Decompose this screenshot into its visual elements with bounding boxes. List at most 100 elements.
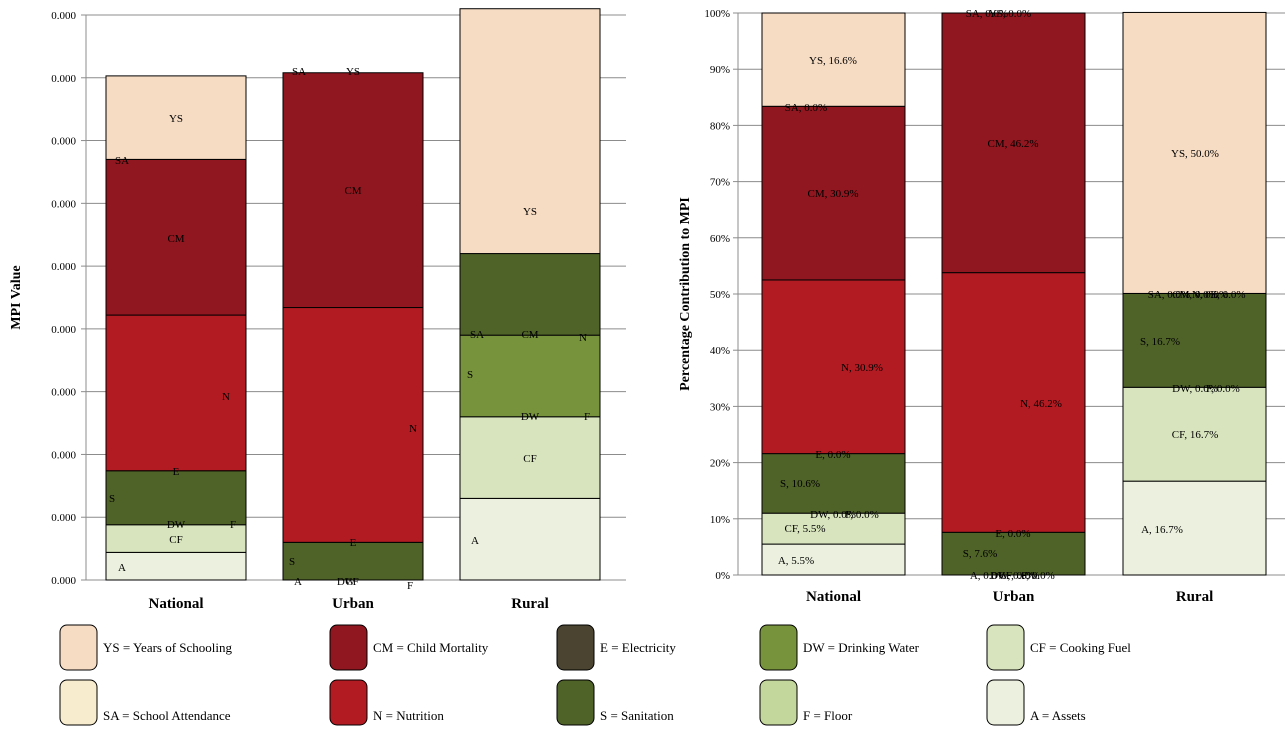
bar-segment-cf [1122,386,1267,482]
segment-label: CM [344,185,361,197]
legend-item-n: N = Nutrition [329,679,444,726]
segment-label: A, 0.0% [970,570,1006,582]
segment-label: CM, 0.0% [1172,289,1218,301]
segment-label: CF [523,453,536,465]
segment-label: DW [337,576,356,588]
segment-label: A [294,576,302,588]
segment-label: S [289,556,295,568]
legend-label: F = Floor [803,708,853,723]
category-label: Rural [511,596,549,612]
bar-stack-rural [459,8,601,581]
bar-segment-s [941,531,1086,576]
segment-label: A, 16.7% [1141,524,1183,536]
segment-label: E, 0.0% [995,528,1030,540]
bar-segment-cm [941,12,1086,274]
segment-label: F, 0.0% [845,509,879,521]
y-tick-label: 20% [710,458,730,470]
segment-label: SA, 0.0% [1148,289,1190,301]
bar-segment-cm [761,105,906,281]
y-tick-label: 60% [710,233,730,245]
y-tick-label: 70% [710,177,730,189]
y-tick-label: 10% [710,514,730,526]
bar-segment-cf [761,512,906,545]
legend-item-cf: CF = Cooking Fuel [986,624,1131,671]
segment-label: S [109,493,115,505]
bar-segment-n [282,307,424,543]
legend-swatch [759,679,798,726]
legend-label: SA = School Attendance [103,708,231,723]
y-tick-label: 50% [710,289,730,301]
legend-item-cm: CM = Child Mortality [329,624,489,671]
legend-swatch [329,679,368,726]
bar-segment-s [459,253,601,336]
bar-segment-a [459,497,601,581]
bar-segment-ys [459,8,601,255]
segment-label: N [222,391,230,403]
legend-label: CF = Cooking Fuel [1030,640,1131,655]
segment-label: CF, 16.7% [1172,429,1219,441]
segment-label: F [230,519,236,531]
segment-label: N, 30.9% [841,362,883,374]
y-tick-label: 0.000 [51,512,76,524]
segment-label: YS [346,66,360,78]
y-tick-label: 0% [715,570,730,582]
y-tick-label: 0.000 [51,10,76,22]
legend-item-dw: DW = Drinking Water [759,624,920,671]
segment-label: CF [345,576,358,588]
y-tick-label: 40% [710,345,730,357]
segment-label: F [584,411,590,423]
legend-swatch [59,624,98,671]
y-tick-label: 0.000 [51,73,76,85]
legend-swatch [556,679,595,726]
category-label: Urban [993,589,1035,605]
segment-label: DW [521,411,540,423]
legend-label: N = Nutrition [373,708,444,723]
segment-label: N [579,332,587,344]
segment-label: DW [167,519,186,531]
segment-label: CM [167,233,184,245]
segment-label: N, 46.2% [1020,398,1062,410]
segment-label: A [118,562,126,574]
legend-swatch [556,624,595,671]
bar-segment-n [761,279,906,455]
bar-segment-cf [459,416,601,499]
legend-swatch [759,624,798,671]
segment-label: CM [521,329,538,341]
segment-label: E, 0.0% [1210,289,1245,301]
segment-label: E, 0.0% [815,449,850,461]
segment-label: SA, 0.0% [785,102,827,114]
bar-segment-a [1122,480,1267,576]
legend-label: YS = Years of Schooling [103,640,233,655]
legend-label: DW = Drinking Water [803,640,920,655]
segment-label: S, 7.6% [963,548,998,560]
y-tick-label: 100% [704,8,730,20]
bar-stack-urban [941,12,1086,576]
y-tick-label: 0.000 [51,575,76,587]
bar-segment-ys [761,12,906,107]
legend-item-ys: YS = Years of Schooling [59,624,233,671]
bar-stack-national [105,75,247,581]
segment-label: CF, 0.0% [999,570,1040,582]
legend-item-e: E = Electricity [556,624,676,671]
bar-segment-cm [105,158,247,316]
y-axis-title: MPI Value [9,265,24,329]
segment-label: CM, 30.9% [807,188,858,200]
bar-segment-s [761,453,906,514]
category-label: National [148,596,203,612]
legend-swatch [59,679,98,726]
legend-swatch [986,679,1025,726]
segment-label: A, 5.5% [778,555,814,567]
bar-segment-ys [105,75,247,160]
legend-label: S = Sanitation [600,708,674,723]
bar-segment-cm [282,72,424,309]
segment-label: CF, 5.5% [785,523,826,535]
bar-segment-n [105,314,247,472]
legend-label: CM = Child Mortality [373,640,489,655]
segment-label: YS, 0.0% [989,8,1031,20]
segment-label: SA, 0.0% [966,8,1008,20]
segment-label: F, 0.0% [1021,570,1055,582]
segment-label: F, 0.0% [1206,383,1240,395]
segment-label: N [409,423,417,435]
legend-label: A = Assets [1030,708,1086,723]
y-tick-label: 0.000 [51,449,76,461]
